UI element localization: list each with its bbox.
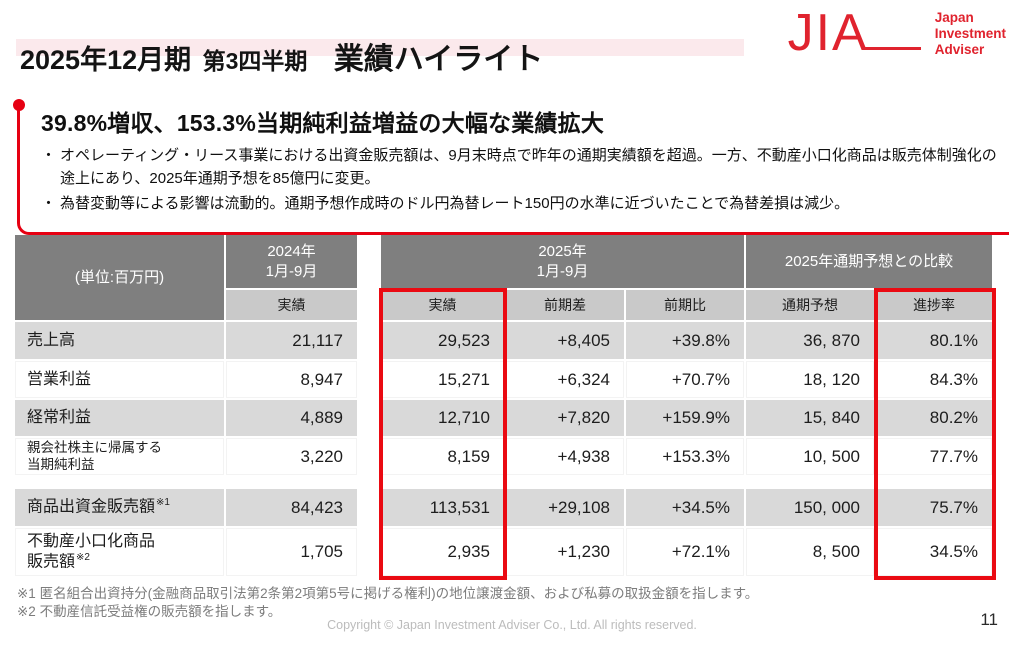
title-quarter: 第3四半期 bbox=[202, 48, 308, 74]
cell-progress: 84.3% bbox=[876, 361, 994, 400]
cell-2025-actual: 15,271 bbox=[381, 361, 506, 400]
cell-2024-actual: 1,705 bbox=[226, 528, 359, 578]
subheader-full-year-forecast: 通期予想 bbox=[746, 290, 876, 322]
logo-jia-icon: JIA bbox=[787, 4, 869, 62]
col-group-2024: 2024年 1月-9月 bbox=[226, 235, 359, 290]
row-label-operating-income: 営業利益 bbox=[15, 361, 226, 400]
col-group-forecast-comparison: 2025年通期予想との比較 bbox=[746, 235, 994, 290]
row-label-ordinary-income: 経常利益 bbox=[15, 400, 226, 438]
cell-forecast: 36, 870 bbox=[746, 322, 876, 361]
cell-2025-actual: 8,159 bbox=[381, 438, 506, 477]
table-spacer-row bbox=[15, 477, 994, 489]
cell-yoy-diff: +4,938 bbox=[506, 438, 626, 477]
title-main: 業績ハイライト bbox=[333, 43, 544, 76]
cell-yoy-pct: +153.3% bbox=[626, 438, 746, 477]
footnotes: ※1 匿名組合出資持分(金融商品取引法第2条第2項第5号に掲げる権利)の地位譲渡… bbox=[17, 585, 758, 621]
subheader-progress-rate: 進捗率 bbox=[876, 290, 994, 322]
subheader-yoy-pct: 前期比 bbox=[626, 290, 746, 322]
key-message-bullets: オペレーティング・リース事業における出資金販売額は、9月末時点で昨年の通期実績額… bbox=[41, 145, 1009, 216]
cell-2024-actual: 4,889 bbox=[226, 400, 359, 438]
bullet-item: オペレーティング・リース事業における出資金販売額は、9月末時点で昨年の通期実績額… bbox=[41, 145, 1006, 190]
cell-yoy-diff: +7,820 bbox=[506, 400, 626, 438]
subheader-2025-actual: 実績 bbox=[381, 290, 506, 322]
row-label-net-sales: 売上高 bbox=[15, 322, 226, 361]
cell-yoy-pct: +159.9% bbox=[626, 400, 746, 438]
results-table: (単位:百万円) 2024年 1月-9月 2025年 1月-9月 2025年通期… bbox=[15, 235, 996, 580]
company-logo: JIA Japan Investment Adviser bbox=[787, 4, 1006, 62]
cell-2024-actual: 3,220 bbox=[226, 438, 359, 477]
key-message-box: 39.8%増収、153.3%当期純利益増益の大幅な業績拡大 オペレーティング・リ… bbox=[12, 99, 1009, 235]
cell-progress: 77.7% bbox=[876, 438, 994, 477]
cell-forecast: 15, 840 bbox=[746, 400, 876, 438]
col-group-2025: 2025年 1月-9月 bbox=[381, 235, 746, 290]
row-label-equity-investment-sales: 商品出資金販売額※1 bbox=[15, 489, 226, 528]
cell-yoy-diff: +8,405 bbox=[506, 322, 626, 361]
cell-forecast: 18, 120 bbox=[746, 361, 876, 400]
footnote-2: ※2 不動産信託受益権の販売額を指します。 bbox=[17, 604, 282, 620]
logo-underline-rule bbox=[864, 46, 921, 50]
cell-progress: 80.2% bbox=[876, 400, 994, 438]
table-gap-column bbox=[359, 235, 381, 578]
bullet-item: 為替変動等による影響は流動的。通期予想作成時のドル円為替レート150円の水準に近… bbox=[41, 193, 1006, 216]
cell-2024-actual: 21,117 bbox=[226, 322, 359, 361]
copyright-text: Copyright © Japan Investment Adviser Co.… bbox=[327, 618, 697, 632]
cell-progress: 80.1% bbox=[876, 322, 994, 361]
cell-yoy-diff: +1,230 bbox=[506, 528, 626, 578]
cell-progress: 75.7% bbox=[876, 489, 994, 528]
cell-2025-actual: 2,935 bbox=[381, 528, 506, 578]
cell-2024-actual: 8,947 bbox=[226, 361, 359, 400]
key-message-heading: 39.8%増収、153.3%当期純利益増益の大幅な業績拡大 bbox=[41, 110, 605, 136]
cell-yoy-pct: +39.8% bbox=[626, 322, 746, 361]
cell-2025-actual: 12,710 bbox=[381, 400, 506, 438]
logo-company-name: Japan Investment Adviser bbox=[934, 10, 1006, 57]
cell-yoy-diff: +29,108 bbox=[506, 489, 626, 528]
cell-2024-actual: 84,423 bbox=[226, 489, 359, 528]
cell-2025-actual: 29,523 bbox=[381, 322, 506, 361]
cell-yoy-diff: +6,324 bbox=[506, 361, 626, 400]
row-label-net-income: 親会社株主に帰属する 当期純利益 bbox=[15, 438, 226, 477]
cell-yoy-pct: +72.1% bbox=[626, 528, 746, 578]
title-highlight-band bbox=[16, 39, 744, 56]
cell-yoy-pct: +34.5% bbox=[626, 489, 746, 528]
page-title: 2025年12月期 第3四半期 業績ハイライト bbox=[20, 34, 543, 78]
table-unit-header: (単位:百万円) bbox=[15, 235, 226, 322]
cell-forecast: 150, 000 bbox=[746, 489, 876, 528]
footnote-1: ※1 匿名組合出資持分(金融商品取引法第2条第2項第5号に掲げる権利)の地位譲渡… bbox=[17, 586, 759, 601]
subheader-2024-actual: 実績 bbox=[226, 290, 359, 322]
cell-2025-actual: 113,531 bbox=[381, 489, 506, 528]
cell-yoy-pct: +70.7% bbox=[626, 361, 746, 400]
title-fiscal-year: 2025年12月期 bbox=[20, 45, 192, 75]
cell-forecast: 8, 500 bbox=[746, 528, 876, 578]
subheader-yoy-diff: 前期差 bbox=[506, 290, 626, 322]
page-number: 11 bbox=[980, 610, 998, 629]
row-label-fractional-real-estate-sales: 不動産小口化商品 販売額※2 bbox=[15, 528, 226, 578]
cell-progress: 34.5% bbox=[876, 528, 994, 578]
cell-forecast: 10, 500 bbox=[746, 438, 876, 477]
